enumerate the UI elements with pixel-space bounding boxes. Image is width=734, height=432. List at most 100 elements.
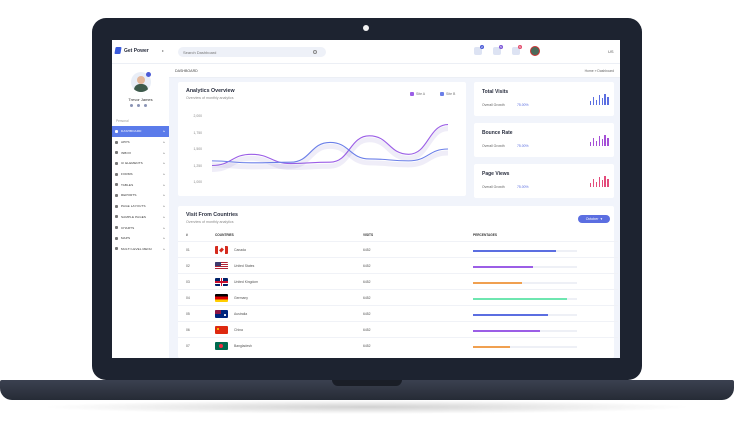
- stat-title: Bounce Rate: [482, 130, 513, 136]
- legend-swatch-site-a: [410, 92, 414, 96]
- spark-bar: [595, 99, 598, 105]
- profile-avatar[interactable]: [131, 72, 151, 92]
- email-count-badge: 2: [480, 45, 484, 49]
- row-number: 02: [186, 264, 190, 268]
- canada-flag: [215, 246, 228, 254]
- country-name: China: [234, 328, 243, 332]
- table-icon: [115, 183, 118, 187]
- profile-tools: [130, 104, 147, 107]
- col-header-num: #: [186, 233, 188, 237]
- country-name: Bangladesh: [234, 344, 252, 348]
- chevron-right-icon: ▸: [163, 161, 165, 166]
- spark-bar: [595, 140, 598, 146]
- table-row-united-kingdom[interactable]: 03 United Kingdom 6452: [178, 273, 618, 289]
- percentage-bar-fill: [473, 314, 548, 316]
- series-shadow-site-a: [211, 126, 449, 172]
- table-row-bangladesh[interactable]: 07 Bangladesh 6452: [178, 337, 618, 353]
- sidebar-item-apps[interactable]: APPS ▸: [112, 137, 169, 148]
- visits-value: 6452: [363, 328, 371, 332]
- table-row-united-states[interactable]: 02 United States 6452: [178, 257, 618, 273]
- spark-bar: [590, 141, 592, 146]
- breadcrumb-home[interactable]: Home: [584, 69, 594, 73]
- countries-title: Visit From Countries: [186, 212, 238, 218]
- report-icon: [115, 193, 118, 197]
- percentage-bar-fill: [473, 266, 534, 268]
- brand-name: Get Power: [124, 47, 149, 54]
- language-selector[interactable]: US: [608, 49, 614, 54]
- spark-bar: [601, 98, 603, 105]
- spark-bar: [590, 100, 592, 105]
- sidebar-item-label: SAMPLE PAGES: [121, 214, 147, 219]
- stat-label: Overall Growth: [482, 185, 505, 189]
- menu-icon: [115, 247, 118, 251]
- row-number: 07: [186, 344, 190, 348]
- percentage-bar-fill: [473, 282, 522, 284]
- country-name: Canada: [234, 248, 246, 252]
- spark-bar: [604, 135, 606, 146]
- spark-bar: [592, 179, 595, 187]
- table-row-china[interactable]: 06 China 6452: [178, 321, 618, 337]
- stat-label: Overall Growth: [482, 144, 505, 148]
- y-tick-label: 2,000: [193, 114, 203, 118]
- sparkline-bars: [590, 94, 609, 105]
- row-number: 06: [186, 328, 190, 332]
- brand[interactable]: Get Power: [114, 47, 149, 54]
- visits-value: 6452: [363, 296, 371, 300]
- sidebar-section-label: Personal: [116, 119, 129, 123]
- visits-value: 6452: [363, 344, 371, 348]
- sidebar-item-tables[interactable]: TABLES ▸: [112, 179, 169, 190]
- spark-bar: [592, 97, 595, 105]
- sidebar-item-forms[interactable]: FORMS ▸: [112, 169, 169, 180]
- layout-icon: [115, 204, 118, 208]
- chevron-right-icon: ▸: [163, 236, 165, 241]
- search-input[interactable]: [183, 49, 313, 55]
- spark-bar: [607, 179, 609, 187]
- search-bar[interactable]: [178, 47, 326, 57]
- sidebar-item-page-layouts[interactable]: PAGE LAYOUTS ▸: [112, 201, 169, 212]
- spark-bar: [607, 138, 609, 146]
- table-row-canada[interactable]: 01 Canada 6452: [178, 241, 618, 257]
- country-name: United Kingdom: [234, 280, 259, 284]
- sidebar-item-maps[interactable]: MAPS ▸: [112, 233, 169, 244]
- chat-icon[interactable]: 5: [493, 45, 503, 55]
- sidebar-item-charts[interactable]: CHARTS ▸: [112, 222, 169, 233]
- legend-label-site-b: Site B: [446, 92, 456, 96]
- bell-icon[interactable]: 6: [512, 45, 522, 55]
- search-icon[interactable]: [313, 50, 317, 54]
- sparkline-bars: [590, 176, 609, 187]
- sidebar-toggle-icon[interactable]: ▸: [162, 48, 165, 53]
- laptop-shadow: [40, 400, 694, 414]
- percentage-bar: [473, 250, 577, 252]
- percentage-bar: [473, 346, 577, 348]
- mail-icon[interactable]: [137, 104, 140, 107]
- sidebar-item-multi-level-menu[interactable]: MULTI LEVEL MENU ▸: [112, 244, 169, 255]
- visits-value: 6452: [363, 312, 371, 316]
- top-bar: Get Power ▸ 2 5 6 US: [112, 40, 620, 64]
- col-header-visits: VISITS: [363, 233, 374, 237]
- sidebar-item-label: CHARTS: [121, 225, 135, 230]
- countries-subtitle: Overview of monthly analytics: [186, 220, 234, 224]
- power-icon[interactable]: [144, 104, 147, 107]
- sidebar-item-dashboard[interactable]: DASHBOARD ▸: [112, 126, 169, 137]
- chevron-right-icon: ▸: [163, 140, 165, 145]
- table-row-germany[interactable]: 04 Germany 6452: [178, 289, 618, 305]
- table-row-australia[interactable]: 05 Australia 6452: [178, 305, 618, 321]
- germany-flag: [215, 294, 228, 302]
- row-number: 04: [186, 296, 190, 300]
- home-icon: [115, 129, 118, 133]
- email-icon[interactable]: 2: [474, 45, 484, 55]
- month-filter-dropdown[interactable]: October ▾: [578, 215, 610, 223]
- sidebar-item-ui-elements[interactable]: UI ELEMENTS ▸: [112, 158, 169, 169]
- stat-title: Page Views: [482, 171, 510, 177]
- visits-value: 6452: [363, 264, 371, 268]
- sidebar-item-sample-pages[interactable]: SAMPLE PAGES ▸: [112, 212, 169, 223]
- spark-bar: [598, 95, 601, 105]
- user-avatar[interactable]: [530, 46, 540, 56]
- legend-swatch-site-b: [440, 92, 444, 96]
- row-number: 01: [186, 248, 190, 252]
- sidebar-item-reports[interactable]: REPORTS ▸: [112, 190, 169, 201]
- laptop-notch: [332, 380, 402, 386]
- chevron-right-icon: ▸: [163, 246, 165, 251]
- settings-icon[interactable]: [130, 104, 133, 107]
- sidebar-item-inbox[interactable]: INBOX ▸: [112, 147, 169, 158]
